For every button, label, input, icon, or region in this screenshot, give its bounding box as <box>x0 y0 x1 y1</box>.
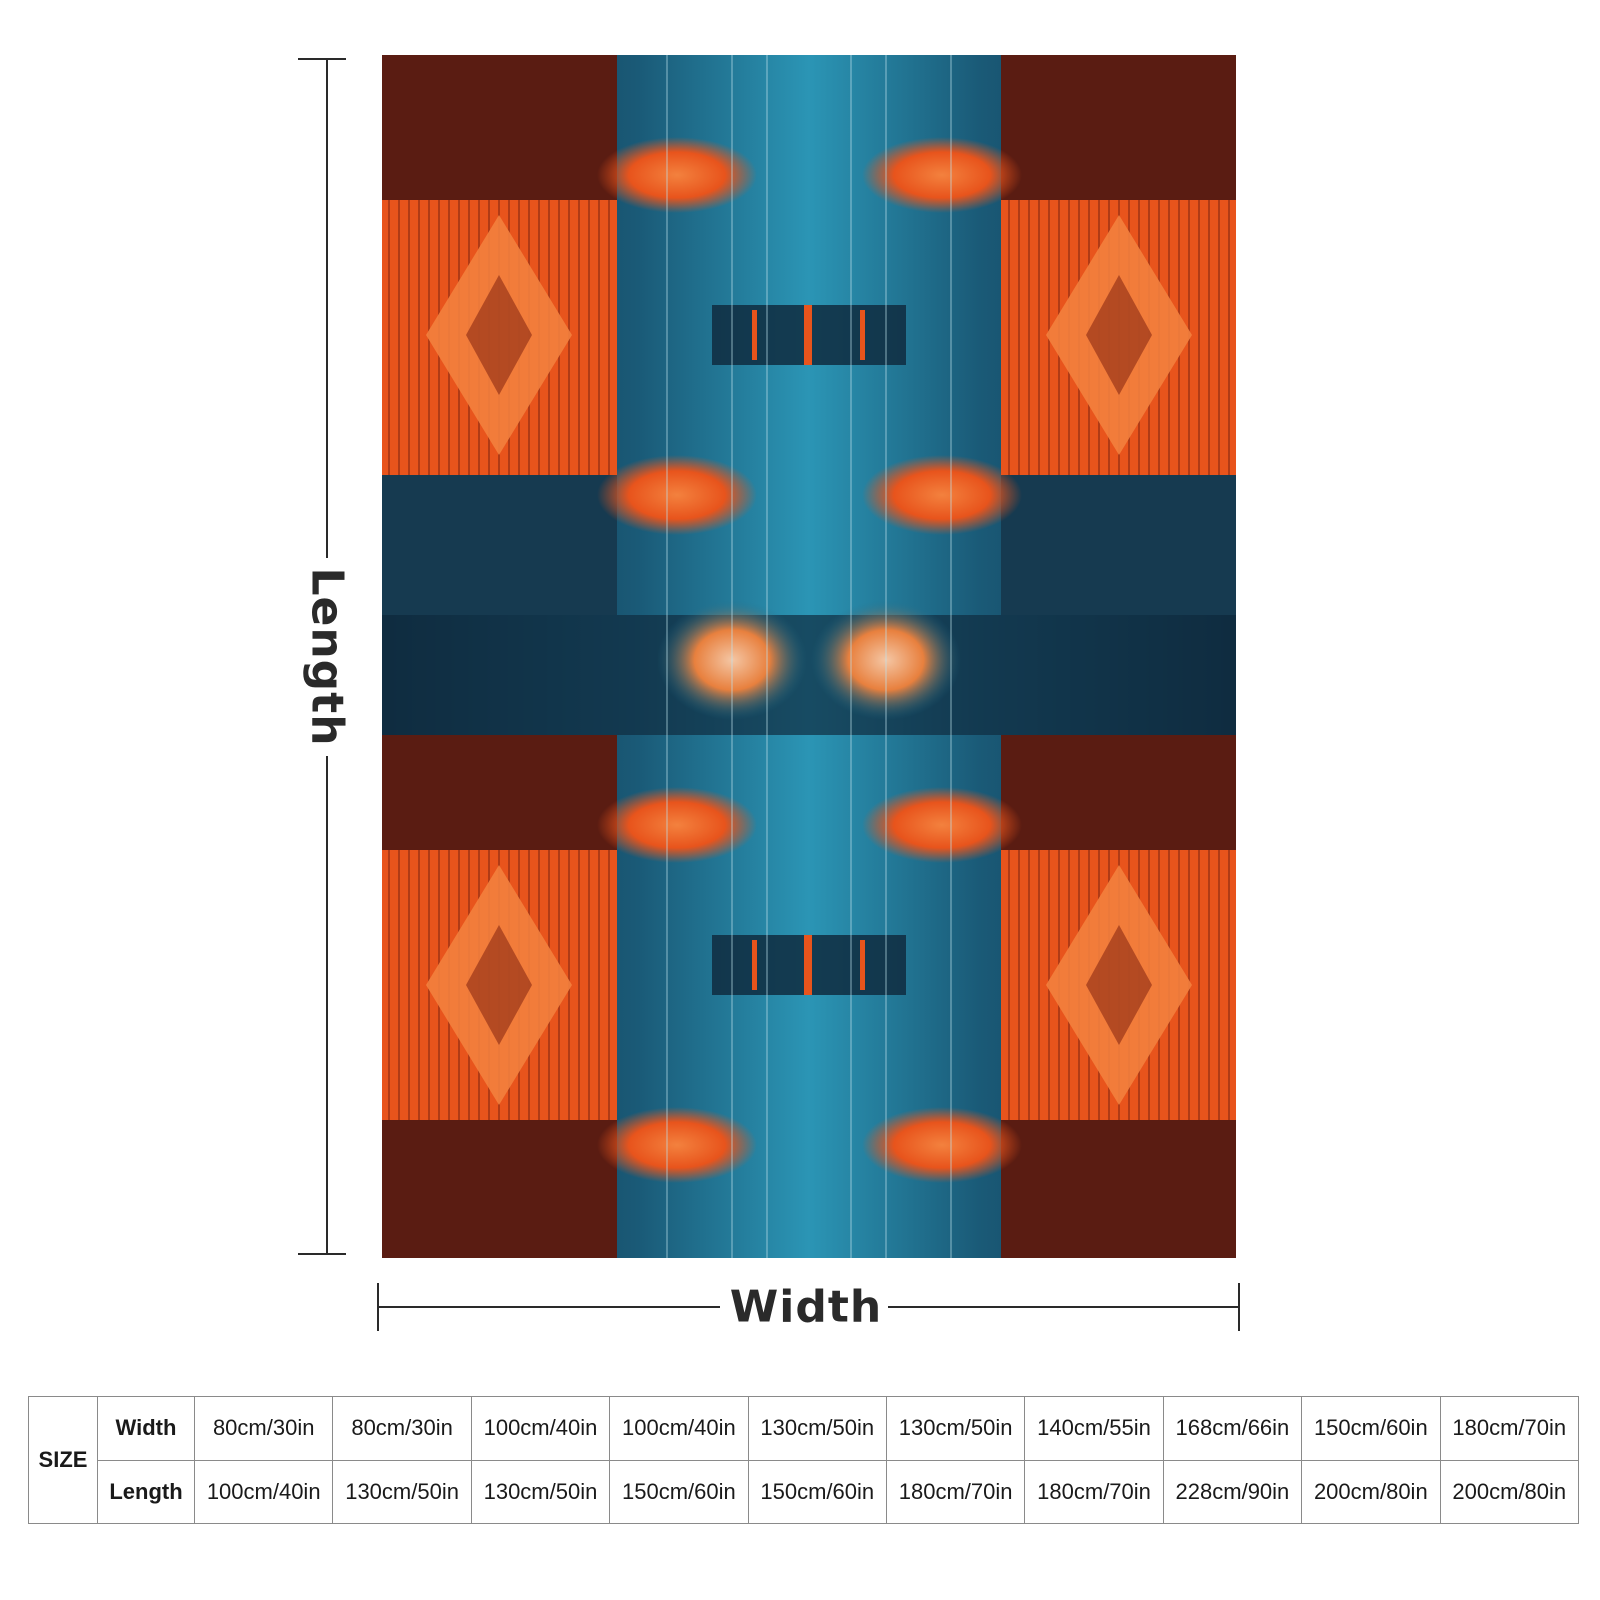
row-label-length: Length <box>97 1459 195 1524</box>
table-cell: 180cm/70in <box>1024 1459 1164 1524</box>
table-cell: 80cm/30in <box>193 1396 334 1461</box>
length-cap-top <box>298 58 346 60</box>
length-label: Length <box>301 567 353 747</box>
table-cell: 150cm/60in <box>747 1459 887 1524</box>
width-label: Width <box>729 1281 883 1333</box>
table-cell: 140cm/55in <box>1024 1396 1164 1461</box>
size-header: SIZE <box>28 1396 98 1524</box>
length-line-bottom <box>326 756 328 1254</box>
table-cell: 130cm/50in <box>885 1396 1026 1461</box>
width-cap-right <box>1238 1283 1240 1331</box>
table-cell: 200cm/80in <box>1439 1459 1580 1524</box>
length-cap-bottom <box>298 1253 346 1255</box>
table-cell: 200cm/80in <box>1301 1459 1441 1524</box>
width-line-left <box>378 1306 720 1308</box>
table-cell: 130cm/50in <box>332 1459 472 1524</box>
table-cell: 168cm/66in <box>1162 1396 1303 1461</box>
width-line-right <box>888 1306 1239 1308</box>
table-cell: 150cm/60in <box>1301 1396 1441 1461</box>
size-row-width: SIZE Width 80cm/30in 80cm/30in 100cm/40i… <box>28 1396 1580 1524</box>
table-cell: 130cm/50in <box>747 1396 887 1461</box>
table-cell: 180cm/70in <box>1439 1396 1580 1461</box>
blanket-pattern <box>382 55 1236 1258</box>
table-cell: 100cm/40in <box>470 1396 611 1461</box>
table-cell: 80cm/30in <box>332 1396 472 1461</box>
size-table: SIZE Width 80cm/30in 80cm/30in 100cm/40i… <box>28 1396 1580 1524</box>
table-cell: 228cm/90in <box>1162 1459 1303 1524</box>
table-cell: 100cm/40in <box>193 1459 334 1524</box>
table-cell: 180cm/70in <box>885 1459 1026 1524</box>
size-row-length: Length 100cm/40in 130cm/50in 130cm/50in … <box>29 1459 1580 1524</box>
length-line-top <box>326 59 328 558</box>
table-cell: 100cm/40in <box>609 1396 749 1461</box>
table-cell: 130cm/50in <box>470 1459 611 1524</box>
row-label-width: Width <box>97 1396 195 1461</box>
blanket-artwork <box>382 55 1236 1258</box>
table-cell: 150cm/60in <box>609 1459 749 1524</box>
